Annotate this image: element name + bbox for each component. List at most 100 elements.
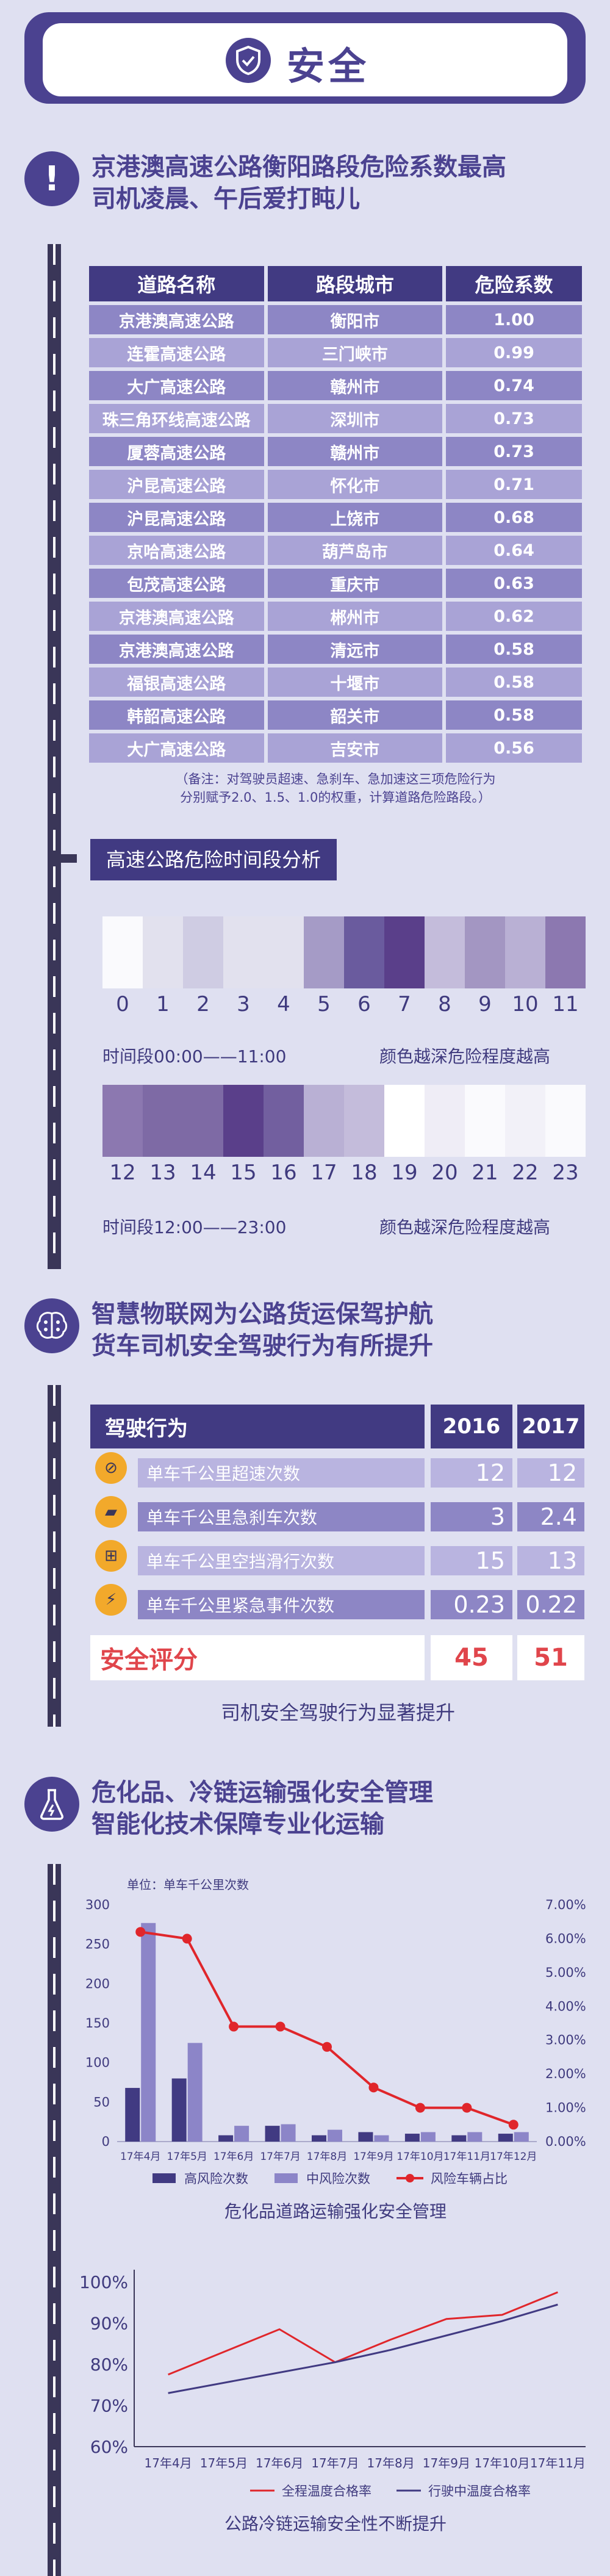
hour-label-21: 21 <box>472 1160 498 1185</box>
heatmap-cell-4 <box>264 916 304 988</box>
bar-high-risk <box>451 2135 467 2142</box>
x-tick-label: 17年7月 <box>311 2456 359 2470</box>
heatmap-cell-10 <box>505 916 545 988</box>
risk-value-cell: 0.74 <box>446 371 582 400</box>
city-cell: 葫芦岛市 <box>267 536 443 565</box>
risk-ratio-point <box>462 2103 472 2113</box>
driving-row-label: 单车千公里紧急事件次数 <box>138 1590 425 1619</box>
y2-tick-label: 4.00% <box>545 1999 586 2013</box>
heatmap-cell-3 <box>223 916 264 988</box>
y-tick-label: 70% <box>90 2396 128 2416</box>
page-title: 安全 <box>287 44 370 88</box>
table-row: 韩韶高速公路 韶关市 0.58 <box>89 700 582 730</box>
city-cell: 三门峡市 <box>267 338 443 367</box>
risk-value-cell: 0.73 <box>446 437 582 466</box>
driving-value-2017: 0.22 <box>517 1590 584 1619</box>
table-row: 珠三角环线高速公路 深圳市 0.73 <box>89 404 582 433</box>
road-name-cell: 京港澳高速公路 <box>89 635 264 664</box>
table-row: 包茂高速公路 重庆市 0.63 <box>89 569 582 598</box>
hazmat-risk-chart: 单位：单车千公里次数 0 50 100 150 200 250 300 0.00% 1.00% 2.… <box>85 1877 586 2222</box>
y-tick-label: 300 <box>85 1898 110 1912</box>
driving-value-2017: 2.4 <box>517 1502 584 1531</box>
heatmap-cell-18 <box>344 1085 384 1157</box>
y2-tick-label: 3.00% <box>545 2033 586 2048</box>
hour-label-6: 6 <box>357 992 371 1016</box>
risk-table-header: 道路名称 路段城市 危险系数 <box>89 266 582 301</box>
hour-label-9: 9 <box>478 992 492 1016</box>
series-line-2 <box>168 2303 558 2394</box>
x-tick-label: 17年11月 <box>443 2151 490 2163</box>
hour-label-13: 13 <box>149 1160 176 1185</box>
table-row: 连霍高速公路 三门峡市 0.99 <box>89 338 582 367</box>
road-name-cell: 沪昆高速公路 <box>89 503 264 532</box>
table-row: 大广高速公路 赣州市 0.74 <box>89 371 582 400</box>
bar-high-risk <box>498 2134 513 2142</box>
gear-shift-icon: ⊞ <box>95 1540 127 1572</box>
road-divider <box>48 1864 61 2576</box>
y-tick-label: 250 <box>85 1937 110 1952</box>
heatmap-cell-8 <box>425 916 465 988</box>
driving-value-2016: 3 <box>431 1502 512 1531</box>
bar-mid-risk <box>374 2135 389 2142</box>
alert-icon: ! <box>24 151 79 206</box>
legend-swatch-high <box>152 2173 176 2183</box>
x-tick-label: 17年6月 <box>214 2151 254 2163</box>
table-row: 沪昆高速公路 怀化市 0.71 <box>89 470 582 499</box>
x-tick-label: 17年7月 <box>260 2151 300 2163</box>
city-cell: 上饶市 <box>267 503 443 532</box>
hour-label-14: 14 <box>190 1160 217 1185</box>
city-cell: 赣州市 <box>267 371 443 400</box>
brake-icon: ▰ <box>95 1496 127 1528</box>
legend-label: 中风险次数 <box>306 2171 370 2186</box>
y2-tick-label: 1.00% <box>545 2101 586 2115</box>
city-cell: 清远市 <box>267 635 443 664</box>
table-row: 京哈高速公路 葫芦岛市 0.64 <box>89 536 582 565</box>
heatmap-cell-21 <box>465 1085 505 1157</box>
city-cell: 怀化市 <box>267 470 443 499</box>
risk-ratio-point <box>368 2082 379 2093</box>
city-cell: 十堰市 <box>267 667 443 697</box>
hour-label-11: 11 <box>552 992 579 1016</box>
table-note-line2: 分别赋予2.0、1.5、1.0的权重，计算道路危险路段。） <box>180 790 491 805</box>
hour-label-3: 3 <box>237 992 250 1016</box>
road-name-cell: 珠三角环线高速公路 <box>89 404 264 433</box>
hour-label-23: 23 <box>552 1160 579 1185</box>
safety-score-2017: 51 <box>517 1635 584 1680</box>
y-tick-label: 0 <box>102 2134 110 2149</box>
hour-label-8: 8 <box>438 992 451 1016</box>
shield-check-icon <box>226 38 271 83</box>
bar-high-risk <box>125 2088 140 2142</box>
risk-value-cell: 0.63 <box>446 569 582 598</box>
risk-value-cell: 0.58 <box>446 700 582 730</box>
x-tick-label: 17年8月 <box>367 2456 415 2470</box>
heatmap-cell-12 <box>102 1085 143 1157</box>
hour-label-19: 19 <box>391 1160 418 1185</box>
heatmap-cell-6 <box>344 916 384 988</box>
city-cell: 吉安市 <box>267 733 443 763</box>
table-row: 大广高速公路 吉安市 0.56 <box>89 733 582 763</box>
road-divider <box>48 244 61 1269</box>
city-cell: 赣州市 <box>267 437 443 466</box>
table-row: 厦蓉高速公路 赣州市 0.73 <box>89 437 582 466</box>
brain-icon <box>24 1298 79 1353</box>
x-tick-label: 17年9月 <box>423 2456 470 2470</box>
risk-ratio-point <box>229 2021 239 2032</box>
city-cell: 衡阳市 <box>267 305 443 334</box>
city-cell: 韶关市 <box>267 700 443 730</box>
header-panel <box>43 23 567 96</box>
risk-value-cell: 0.99 <box>446 338 582 367</box>
heatmap-cell-2 <box>183 916 223 988</box>
y-tick-label: 100 <box>85 2056 110 2070</box>
hour-label-2: 2 <box>196 992 210 1016</box>
driving-caption: 司机安全驾驶行为显著提升 <box>220 1701 455 1724</box>
risk-ratio-point <box>275 2021 285 2032</box>
driving-row-label: 单车千公里急刹车次数 <box>138 1502 425 1531</box>
hour-label-0: 0 <box>116 992 129 1016</box>
heatmap-cell-22 <box>505 1085 545 1157</box>
section2-title-line1: 智慧物联网为公路货运保驾护航 <box>92 1300 433 1328</box>
hour-label-7: 7 <box>398 992 411 1016</box>
safety-score-label: 安全评分 <box>90 1635 425 1680</box>
risk-value-cell: 0.64 <box>446 536 582 565</box>
driving-value-2016: 12 <box>431 1458 512 1488</box>
heatmap-cell-15 <box>223 1085 264 1157</box>
